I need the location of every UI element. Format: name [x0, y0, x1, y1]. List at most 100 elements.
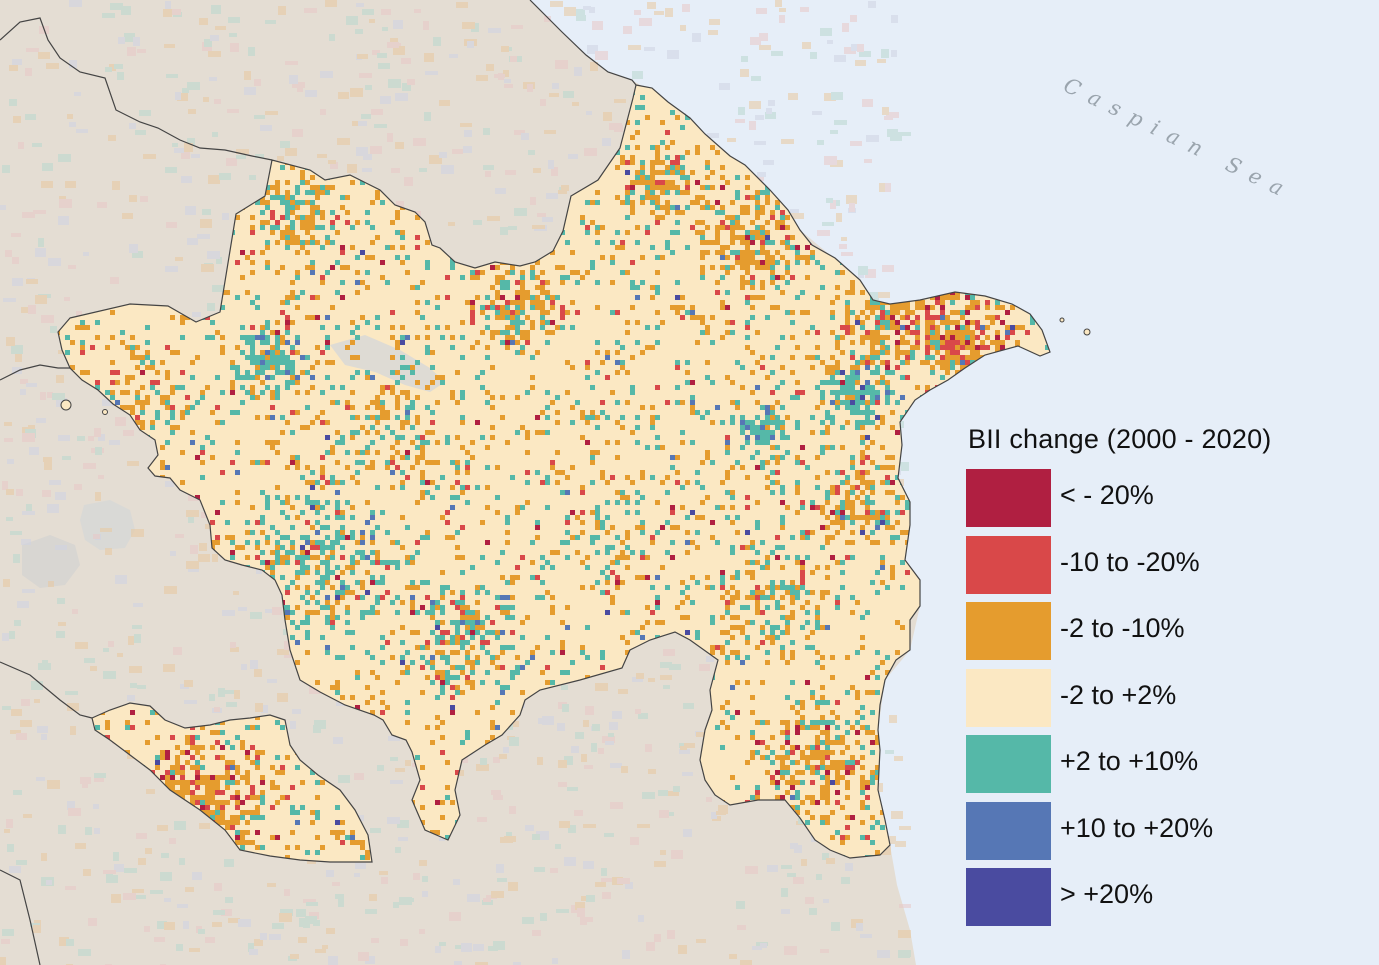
bii-pixel — [985, 305, 990, 310]
bg-speckle — [214, 883, 222, 891]
bg-speckle — [278, 6, 286, 15]
bii-pixel — [875, 340, 880, 345]
bii-pixel — [855, 360, 860, 365]
bii-pixel — [755, 225, 760, 230]
bg-speckle — [581, 754, 587, 762]
bii-pixel — [135, 420, 140, 425]
bii-pixel — [940, 335, 945, 340]
bii-pixel — [645, 345, 650, 350]
bg-speckle — [83, 869, 91, 876]
bg-speckle — [419, 860, 427, 866]
bg-speckle — [592, 21, 603, 30]
bii-pixel — [285, 365, 290, 370]
bg-speckle — [595, 683, 608, 691]
bg-speckle — [572, 102, 579, 106]
bg-speckle — [564, 857, 576, 866]
bii-pixel — [500, 330, 505, 335]
bii-pixel — [270, 355, 275, 360]
bii-pixel — [295, 350, 300, 355]
bii-pixel — [570, 365, 575, 370]
bg-speckle — [177, 904, 188, 908]
bii-pixel — [670, 230, 675, 235]
bg-speckle — [665, 8, 673, 17]
bii-pixel — [655, 325, 660, 330]
bg-speckle — [791, 213, 804, 219]
bii-pixel — [355, 430, 360, 435]
bg-speckle — [680, 25, 686, 31]
bii-pixel — [985, 335, 990, 340]
bii-pixel — [425, 300, 430, 305]
bg-speckle — [482, 900, 493, 905]
bii-pixel — [700, 270, 705, 275]
bii-pixel — [785, 245, 790, 250]
bii-pixel — [830, 415, 835, 420]
bii-pixel — [655, 340, 660, 345]
bii-pixel — [295, 275, 300, 280]
bg-speckle — [648, 769, 656, 774]
bii-pixel — [275, 320, 280, 325]
bii-pixel — [450, 260, 455, 265]
bii-pixel — [310, 210, 315, 215]
bii-pixel — [825, 430, 830, 435]
bg-speckle — [528, 150, 535, 155]
bii-pixel — [835, 365, 840, 370]
bii-pixel — [530, 265, 535, 270]
bii-pixel — [665, 475, 670, 480]
bii-pixel — [680, 190, 685, 195]
bg-speckle — [160, 872, 172, 881]
bg-speckle — [230, 43, 239, 52]
bii-pixel — [1000, 320, 1005, 325]
bg-speckle — [103, 671, 116, 679]
bii-pixel — [110, 390, 115, 395]
bii-pixel — [945, 325, 950, 330]
bii-pixel — [1045, 345, 1050, 350]
bii-pixel — [870, 360, 875, 365]
bii-pixel — [285, 420, 290, 425]
bg-speckle — [412, 763, 418, 767]
bg-speckle — [439, 942, 446, 946]
bg-speckle — [209, 77, 217, 81]
bii-pixel — [230, 410, 235, 415]
bg-speckle — [106, 874, 113, 880]
bii-pixel — [760, 435, 765, 440]
bii-pixel — [145, 350, 150, 355]
bii-pixel — [930, 315, 935, 320]
bg-speckle — [574, 67, 582, 76]
bii-pixel — [785, 225, 790, 230]
bii-pixel — [615, 195, 620, 200]
bii-pixel — [665, 210, 670, 215]
bg-speckle — [354, 873, 360, 877]
bii-pixel — [870, 480, 875, 485]
bii-pixel — [190, 360, 195, 365]
bii-pixel — [300, 355, 305, 360]
bii-pixel — [525, 290, 530, 295]
bg-speckle — [830, 130, 838, 134]
bg-speckle — [760, 943, 767, 948]
bii-pixel — [670, 465, 675, 470]
bii-pixel — [385, 385, 390, 390]
bii-pixel — [700, 275, 705, 280]
bii-pixel — [785, 215, 790, 220]
bii-pixel — [220, 345, 225, 350]
bii-pixel — [595, 225, 600, 230]
bii-pixel — [350, 245, 355, 250]
bg-speckle — [94, 828, 100, 834]
bg-speckle — [114, 864, 124, 872]
bii-pixel — [295, 205, 300, 210]
bii-pixel — [715, 230, 720, 235]
bii-pixel — [395, 435, 400, 440]
bii-pixel — [705, 495, 710, 500]
bii-pixel — [335, 215, 340, 220]
bii-pixel — [795, 455, 800, 460]
bii-pixel — [310, 240, 315, 245]
bg-speckle — [603, 112, 612, 121]
bii-pixel — [760, 230, 765, 235]
bii-pixel — [995, 300, 1000, 305]
bii-pixel — [295, 375, 300, 380]
bii-pixel — [335, 490, 340, 495]
bii-pixel — [860, 455, 865, 460]
bii-pixel — [325, 345, 330, 350]
bii-pixel — [280, 335, 285, 340]
bii-pixel — [275, 340, 280, 345]
bg-speckle — [35, 295, 47, 304]
